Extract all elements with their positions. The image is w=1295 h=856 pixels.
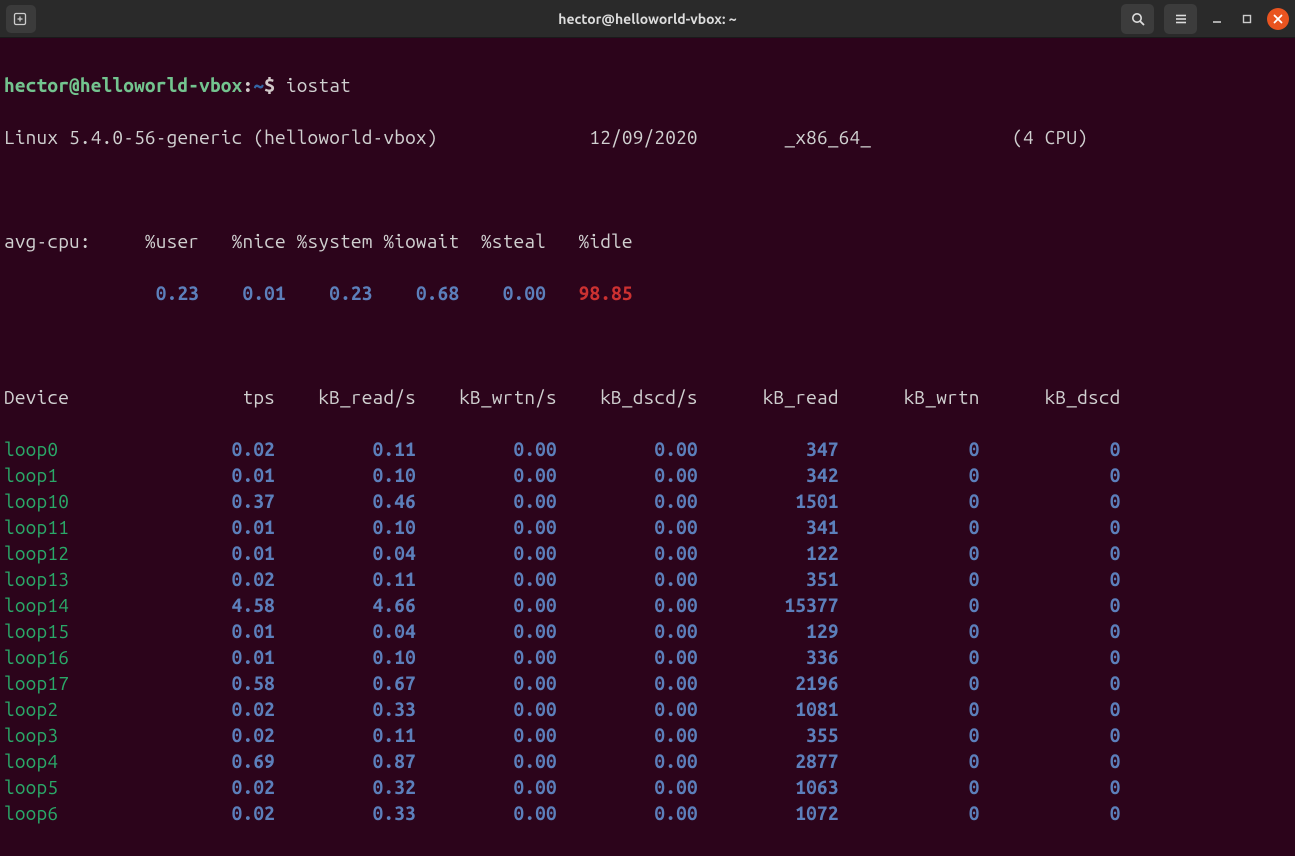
device-name: loop2 [4,698,134,720]
menu-button[interactable] [1164,4,1197,34]
table-row: loop14 4.58 4.66 0.00 0.00 15377 0 0 [4,592,1291,618]
device-name: loop6 [4,802,134,824]
device-name: loop14 [4,594,134,616]
prompt-dollar: $ [264,74,275,96]
avg-cpu-values: 0.23 0.01 0.23 0.68 0.00 98.85 [4,280,1291,306]
device-name: loop1 [4,464,134,486]
table-row: loop13 0.02 0.11 0.00 0.00 351 0 0 [4,566,1291,592]
table-row: loop17 0.58 0.67 0.00 0.00 2196 0 0 [4,670,1291,696]
device-name: loop5 [4,776,134,798]
maximize-button[interactable] [1237,9,1257,29]
device-table-header: Device tps kB_read/s kB_wrtn/s kB_dscd/s… [4,384,1291,410]
table-row: loop0 0.02 0.11 0.00 0.00 347 0 0 [4,436,1291,462]
avg-cpu-header: avg-cpu: %user %nice %system %iowait %st… [4,228,1291,254]
device-name: loop10 [4,490,134,512]
table-row: loop3 0.02 0.11 0.00 0.00 355 0 0 [4,722,1291,748]
device-name: loop4 [4,750,134,772]
prompt-user-host: hector@helloworld-vbox [4,74,242,96]
device-name: loop15 [4,620,134,642]
table-row: loop12 0.01 0.04 0.00 0.00 122 0 0 [4,540,1291,566]
close-button[interactable] [1267,8,1289,30]
device-name: loop12 [4,542,134,564]
new-tab-button[interactable] [6,5,36,33]
table-row: loop16 0.01 0.10 0.00 0.00 336 0 0 [4,644,1291,670]
device-name: loop13 [4,568,134,590]
system-line: Linux 5.4.0-56-generic (helloworld-vbox)… [4,124,1291,150]
table-row: loop5 0.02 0.32 0.00 0.00 1063 0 0 [4,774,1291,800]
table-row: loop11 0.01 0.10 0.00 0.00 341 0 0 [4,514,1291,540]
window-title: hector@helloworld-vbox: ~ [558,11,736,27]
device-name: loop16 [4,646,134,668]
device-name: loop0 [4,438,134,460]
search-button[interactable] [1121,4,1154,34]
table-row: loop10 0.37 0.46 0.00 0.00 1501 0 0 [4,488,1291,514]
table-row: loop6 0.02 0.33 0.00 0.00 1072 0 0 [4,800,1291,826]
table-row: loop4 0.69 0.87 0.00 0.00 2877 0 0 [4,748,1291,774]
window-titlebar: hector@helloworld-vbox: ~ [0,0,1295,38]
table-row: loop2 0.02 0.33 0.00 0.00 1081 0 0 [4,696,1291,722]
prompt-line: hector@helloworld-vbox:~$ iostat [4,72,1291,98]
terminal-output[interactable]: hector@helloworld-vbox:~$ iostat Linux 5… [0,38,1295,856]
device-name: loop11 [4,516,134,538]
device-name: loop3 [4,724,134,746]
device-name: loop17 [4,672,134,694]
minimize-button[interactable] [1207,9,1227,29]
table-row: loop15 0.01 0.04 0.00 0.00 129 0 0 [4,618,1291,644]
prompt-command: iostat [286,74,351,96]
prompt-separator: : [242,74,253,96]
prompt-path: ~ [253,74,264,96]
table-row: loop1 0.01 0.10 0.00 0.00 342 0 0 [4,462,1291,488]
